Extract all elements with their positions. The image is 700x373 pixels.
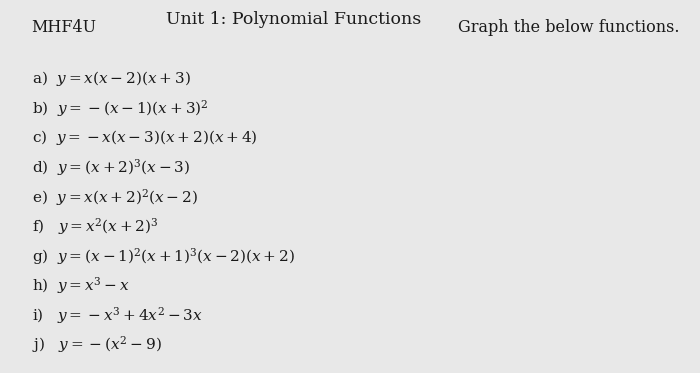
- Text: g)  $y = (x-1)^{2}(x+1)^{3}(x-2)(x+2)$: g) $y = (x-1)^{2}(x+1)^{3}(x-2)(x+2)$: [32, 246, 295, 267]
- Text: a)  $y = x(x-2)(x+3)$: a) $y = x(x-2)(x+3)$: [32, 69, 190, 88]
- Text: h)  $y = x^{3}-x$: h) $y = x^{3}-x$: [32, 275, 130, 296]
- Text: Graph the below functions.: Graph the below functions.: [458, 19, 679, 36]
- Text: MHF4U: MHF4U: [32, 19, 97, 36]
- Text: d)  $y = (x+2)^{3}(x-3)$: d) $y = (x+2)^{3}(x-3)$: [32, 157, 190, 178]
- Text: f)   $y = x^{2}(x+2)^{3}$: f) $y = x^{2}(x+2)^{3}$: [32, 216, 158, 237]
- Text: b)  $y = -(x-1)(x+3)^{2}$: b) $y = -(x-1)(x+3)^{2}$: [32, 98, 208, 119]
- Text: i)   $y = -x^{3}+4x^{2}-3x$: i) $y = -x^{3}+4x^{2}-3x$: [32, 305, 202, 326]
- Text: e)  $y = x(x+2)^{2}(x-2)$: e) $y = x(x+2)^{2}(x-2)$: [32, 187, 197, 208]
- Text: j)   $y = -(x^{2}-9)$: j) $y = -(x^{2}-9)$: [32, 334, 162, 355]
- Text: c)  $y = -x(x-3)(x+2)(x+4)$: c) $y = -x(x-3)(x+2)(x+4)$: [32, 128, 257, 147]
- Text: Unit 1: Polynomial Functions: Unit 1: Polynomial Functions: [167, 11, 421, 28]
